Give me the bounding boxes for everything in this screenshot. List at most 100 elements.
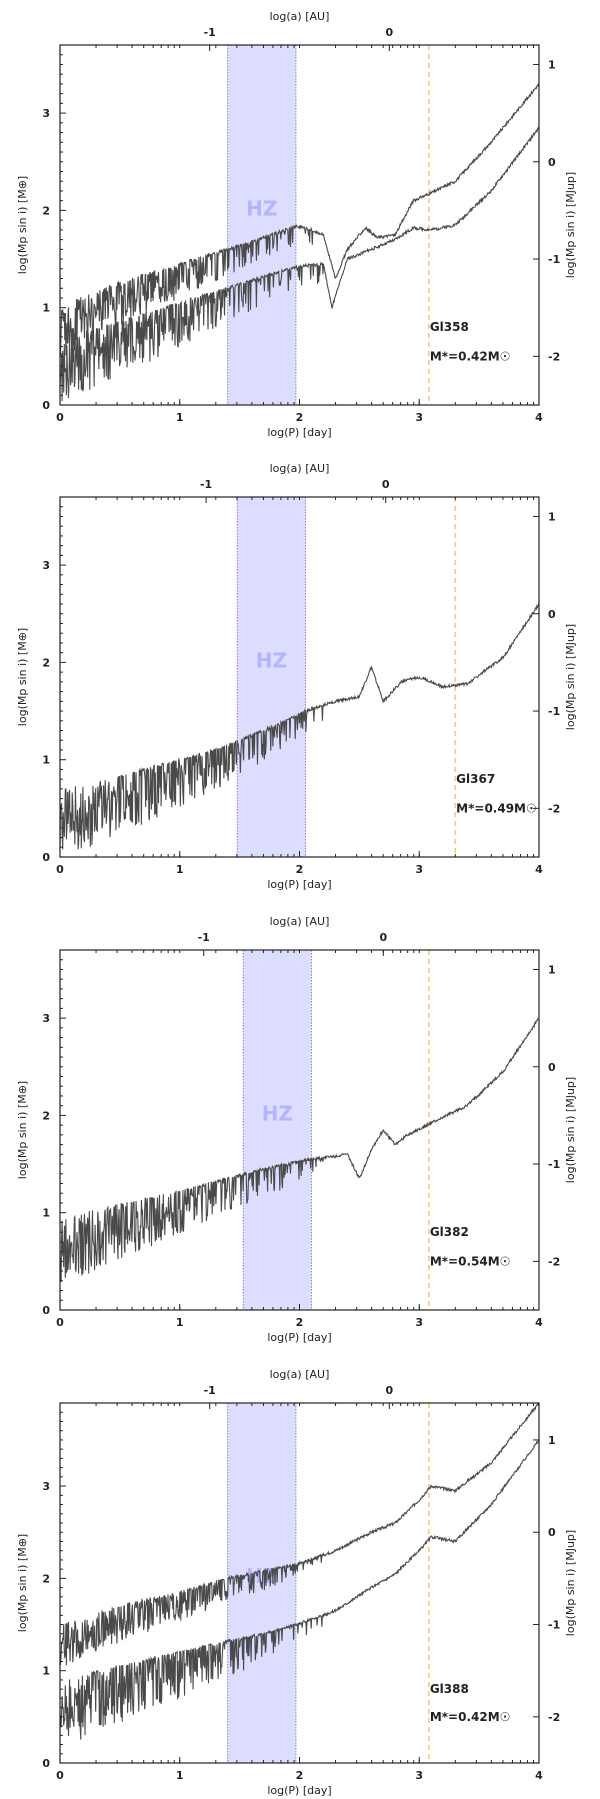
x-axis-label: log(P) [day] — [267, 1331, 331, 1344]
top-tick-label: -1 — [200, 478, 212, 491]
right-axis-label: log(Mp sin i) [MJup] — [564, 1530, 577, 1636]
right-tick-label: 1 — [548, 58, 556, 71]
x-tick-label: 3 — [415, 1316, 423, 1329]
y-tick-label: 0 — [42, 1304, 50, 1317]
x-tick-label: 4 — [535, 863, 543, 876]
right-tick-label: 0 — [548, 156, 556, 169]
panel-gl382: HZ 0 1 2 3 4 log(P) [day] 0 1 2 3 log(Mp sin i) [M⊕… — [16, 915, 577, 1344]
y-tick-label: 1 — [42, 302, 50, 315]
y-tick-label: 2 — [42, 656, 50, 669]
star-mass: M*=0.54M☉ — [430, 1254, 511, 1268]
right-tick-label: 1 — [548, 963, 556, 976]
right-axis-label: log(Mp sin i) [MJup] — [564, 624, 577, 730]
y-tick-label: 2 — [42, 1109, 50, 1122]
x-tick-label: 2 — [296, 863, 304, 876]
y-tick-label: 1 — [42, 754, 50, 767]
hz-band — [237, 497, 306, 857]
top-tick-label: 0 — [382, 478, 390, 491]
series-upper — [60, 1403, 539, 1666]
right-axis-label: log(Mp sin i) [MJup] — [564, 1077, 577, 1183]
top-tick-label: 0 — [379, 931, 387, 944]
y-tick-label: 2 — [42, 1572, 50, 1585]
x-tick-label: 3 — [415, 863, 423, 876]
x-axis-label: log(P) [day] — [267, 426, 331, 439]
x-tick-label: 0 — [56, 1316, 64, 1329]
star-name: Gl367 — [456, 772, 495, 786]
panel-gl358: HZ 0 1 2 3 4 log(P) [day] 0 1 2 3 log(Mp sin i) [M⊕… — [16, 10, 577, 439]
star-mass: M*=0.49M☉ — [456, 801, 537, 815]
y-tick-label: 2 — [42, 204, 50, 217]
x-tick-label: 4 — [535, 1316, 543, 1329]
x-tick-label: 3 — [415, 411, 423, 424]
right-tick-label: 0 — [548, 1061, 556, 1074]
top-axis-label: log(a) [AU] — [270, 10, 330, 23]
star-mass: M*=0.42M☉ — [430, 349, 511, 363]
x-tick-label: 1 — [176, 411, 184, 424]
top-tick-label: -1 — [198, 931, 210, 944]
x-tick-label: 4 — [535, 1769, 543, 1782]
series-planet-limit — [60, 1017, 539, 1282]
y-tick-label: 3 — [42, 107, 50, 120]
top-axis-label: log(a) [AU] — [270, 462, 330, 475]
x-tick-label: 1 — [176, 863, 184, 876]
right-tick-label: 0 — [548, 608, 556, 621]
x-tick-label: 0 — [56, 863, 64, 876]
star-mass: M*=0.42M☉ — [430, 1710, 511, 1724]
y-tick-label: 0 — [42, 851, 50, 864]
top-axis-label: log(a) [AU] — [270, 915, 330, 928]
y-axis-label: log(Mp sin i) [M⊕] — [16, 1081, 29, 1179]
top-axis-label: log(a) [AU] — [270, 1368, 330, 1381]
y-tick-label: 3 — [42, 1012, 50, 1025]
series-upper — [60, 83, 539, 356]
x-tick-label: 2 — [296, 1316, 304, 1329]
x-tick-label: 2 — [296, 411, 304, 424]
right-tick-label: -1 — [548, 1158, 560, 1171]
x-axis-label: log(P) [day] — [267, 878, 331, 891]
hz-band — [227, 45, 296, 405]
top-tick-label: -1 — [204, 1384, 216, 1397]
x-tick-label: 4 — [535, 411, 543, 424]
hz-band — [243, 950, 312, 1310]
y-tick-label: 1 — [42, 1665, 50, 1678]
y-tick-label: 3 — [42, 1480, 50, 1493]
hz-label: HZ — [262, 1101, 293, 1125]
series-lower — [60, 1439, 539, 1740]
star-name: Gl388 — [430, 1682, 469, 1696]
right-axis-label: log(Mp sin i) [MJup] — [564, 172, 577, 278]
right-tick-label: -1 — [548, 1619, 560, 1632]
y-axis-label: log(Mp sin i) [M⊕] — [16, 1534, 29, 1632]
x-tick-label: 2 — [296, 1769, 304, 1782]
x-tick-label: 3 — [415, 1769, 423, 1782]
right-tick-label: -2 — [548, 1255, 560, 1268]
star-name: Gl358 — [430, 320, 469, 334]
x-tick-label: 1 — [176, 1769, 184, 1782]
top-tick-label: -1 — [204, 26, 216, 39]
hz-label: HZ — [246, 196, 277, 220]
series-planet-limit — [60, 602, 539, 850]
right-tick-label: -2 — [548, 1711, 560, 1724]
hz-label: HZ — [256, 648, 287, 672]
panel-gl367: HZ 0 1 2 3 4 log(P) [day] 0 1 2 3 log(Mp sin i) [M⊕… — [16, 462, 577, 891]
top-tick-label: 0 — [385, 26, 393, 39]
x-tick-label: 0 — [56, 1769, 64, 1782]
right-tick-label: -2 — [548, 802, 560, 815]
right-tick-label: 1 — [548, 510, 556, 523]
y-tick-label: 1 — [42, 1207, 50, 1220]
right-tick-label: -2 — [548, 350, 560, 363]
star-name: Gl382 — [430, 1225, 469, 1239]
x-tick-label: 1 — [176, 1316, 184, 1329]
y-axis-label: log(Mp sin i) [M⊕] — [16, 176, 29, 274]
x-axis-label: log(P) [day] — [267, 1784, 331, 1797]
right-tick-label: -1 — [548, 253, 560, 266]
right-tick-label: 1 — [548, 1434, 556, 1447]
y-tick-label: 0 — [42, 1757, 50, 1770]
y-tick-label: 3 — [42, 559, 50, 572]
y-axis-label: log(Mp sin i) [M⊕] — [16, 628, 29, 726]
right-tick-label: -1 — [548, 705, 560, 718]
top-tick-label: 0 — [385, 1384, 393, 1397]
x-tick-label: 0 — [56, 411, 64, 424]
series-lower — [60, 126, 539, 402]
y-tick-label: 0 — [42, 399, 50, 412]
